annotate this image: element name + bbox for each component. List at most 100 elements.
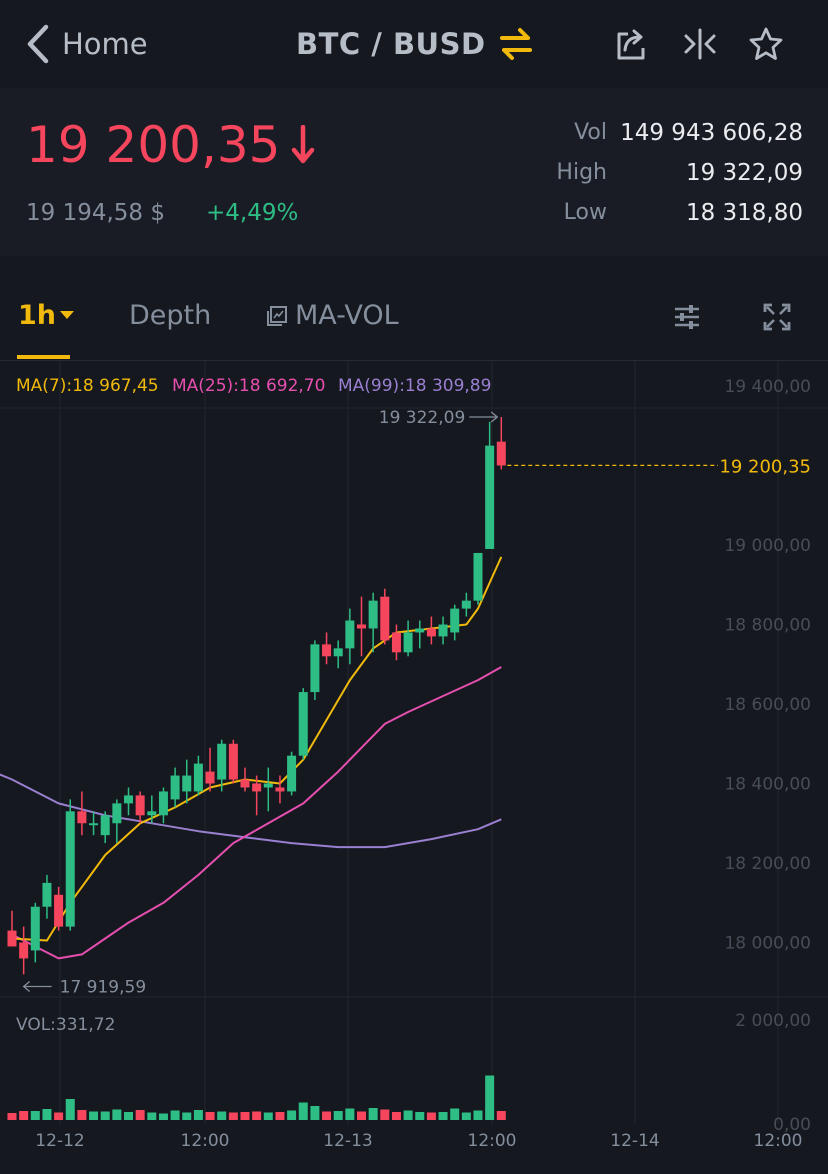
high-label: High bbox=[556, 160, 607, 185]
volume-bar bbox=[322, 1111, 332, 1120]
volume-bar bbox=[496, 1111, 506, 1120]
volume-bar bbox=[193, 1110, 203, 1120]
volume-bar bbox=[426, 1112, 436, 1120]
tab-depth[interactable]: Depth bbox=[129, 300, 212, 331]
volume-bar bbox=[345, 1108, 355, 1120]
price-axis-label: 19 400,00 bbox=[724, 377, 811, 397]
volume-label: VOL:331,72 bbox=[16, 1015, 115, 1035]
chevron-left-icon bbox=[27, 24, 49, 64]
candle-down bbox=[252, 783, 262, 792]
time-axis-label: 12:00 bbox=[468, 1131, 517, 1151]
candle-up bbox=[193, 763, 203, 792]
star-icon[interactable] bbox=[748, 26, 784, 62]
candle-up bbox=[30, 906, 40, 951]
high-marker-arrow bbox=[469, 411, 499, 423]
candlestick-chart[interactable]: 19 400,00 19 000,00 18 800,00 18 600,00 18 4… bbox=[0, 360, 828, 1174]
candle-down bbox=[426, 628, 436, 637]
tab-interval[interactable]: 1h bbox=[18, 300, 75, 331]
candle-down bbox=[77, 811, 87, 824]
volume-bar bbox=[228, 1112, 238, 1120]
volume-bar bbox=[77, 1110, 87, 1120]
pair-selector[interactable]: BTC / BUSD bbox=[296, 22, 534, 66]
compare-icon[interactable] bbox=[682, 26, 718, 62]
price-axis-label: 18 800,00 bbox=[724, 616, 811, 636]
volume-bar bbox=[217, 1111, 227, 1120]
time-axis-label: 12:00 bbox=[181, 1131, 230, 1151]
candle-up bbox=[461, 600, 471, 609]
candle-up bbox=[298, 692, 308, 756]
volume-bar bbox=[158, 1113, 168, 1120]
candle-up bbox=[263, 783, 273, 788]
time-axis-label: 12:00 bbox=[754, 1131, 803, 1151]
volume-bar bbox=[54, 1112, 64, 1120]
fullscreen-icon[interactable] bbox=[762, 302, 792, 332]
volume-bar bbox=[485, 1075, 495, 1120]
volume-bar bbox=[263, 1112, 273, 1120]
tab-indicator[interactable]: MA-VOL bbox=[266, 300, 399, 331]
candle-up bbox=[287, 755, 297, 792]
candle-up bbox=[112, 803, 122, 824]
usd-price: 19 194,58 $ bbox=[26, 200, 165, 226]
vol-value: 149 943 606,28 bbox=[620, 120, 803, 146]
share-icon[interactable] bbox=[614, 26, 650, 62]
candle-up bbox=[170, 775, 180, 800]
pair-title: BTC / BUSD bbox=[296, 27, 486, 61]
candle-down bbox=[205, 771, 215, 784]
volume-bar bbox=[298, 1102, 308, 1120]
price-axis-label: 18 200,00 bbox=[724, 854, 811, 874]
candle-down bbox=[275, 787, 285, 792]
volume-bar bbox=[65, 1099, 75, 1120]
volume-bar bbox=[89, 1111, 99, 1120]
current-price-label: 19 200,35 bbox=[719, 456, 811, 477]
volume-bar bbox=[170, 1110, 180, 1120]
volume-bar bbox=[240, 1112, 250, 1120]
back-button[interactable]: Home bbox=[24, 22, 148, 66]
low-value: 18 318,80 bbox=[685, 200, 803, 226]
top-nav-bar: Home BTC / BUSD bbox=[0, 0, 828, 88]
volume-bar bbox=[450, 1108, 460, 1120]
volume-bar bbox=[310, 1106, 320, 1120]
active-tab-indicator bbox=[17, 355, 70, 359]
candle-down bbox=[240, 779, 250, 788]
candle-up bbox=[345, 620, 355, 649]
price-axis-label: 18 000,00 bbox=[724, 934, 811, 954]
volume-axis-label: 0,00 bbox=[773, 1115, 811, 1135]
price-axis-label: 18 400,00 bbox=[724, 775, 811, 795]
price-axis-label: 18 600,00 bbox=[724, 695, 811, 715]
candle-up bbox=[217, 743, 227, 780]
ma7-line bbox=[11, 556, 503, 942]
volume-bar bbox=[368, 1108, 378, 1120]
volume-bar bbox=[124, 1112, 133, 1120]
ma99-legend: MA(99):18 309,89 bbox=[338, 376, 492, 396]
volume-bar bbox=[205, 1112, 215, 1120]
candle-up bbox=[310, 644, 320, 693]
candle-up bbox=[124, 795, 133, 804]
candle-up bbox=[415, 628, 425, 633]
price-change-percent: +4,49% bbox=[206, 200, 299, 226]
candle-up bbox=[89, 823, 99, 826]
candle-up bbox=[450, 608, 460, 633]
high-value: 19 322,09 bbox=[685, 160, 803, 186]
last-price: 19 200,35 bbox=[26, 116, 316, 174]
volume-bar bbox=[112, 1109, 122, 1120]
candle-up bbox=[403, 632, 413, 653]
volume-bar bbox=[473, 1110, 483, 1120]
candle-down bbox=[135, 795, 145, 816]
indicator-chart-icon bbox=[267, 305, 287, 326]
candle-down bbox=[322, 644, 332, 657]
low-label: Low bbox=[563, 200, 607, 225]
vol-label: Vol bbox=[574, 120, 607, 145]
volume-bar bbox=[252, 1111, 262, 1120]
high-marker-label: 19 322,09 bbox=[379, 408, 466, 428]
arrow-down-icon bbox=[292, 125, 315, 164]
volume-bar bbox=[287, 1110, 297, 1120]
candle-down bbox=[7, 930, 17, 947]
caret-down-icon bbox=[60, 310, 75, 319]
low-marker-label: 17 919,59 bbox=[60, 977, 147, 997]
candle-down bbox=[496, 441, 506, 466]
volume-bar bbox=[30, 1111, 40, 1120]
candle-down bbox=[357, 624, 366, 629]
settings-sliders-icon[interactable] bbox=[672, 302, 702, 332]
time-axis-label: 12-12 bbox=[35, 1131, 84, 1151]
time-axis-label: 12-13 bbox=[323, 1131, 372, 1151]
